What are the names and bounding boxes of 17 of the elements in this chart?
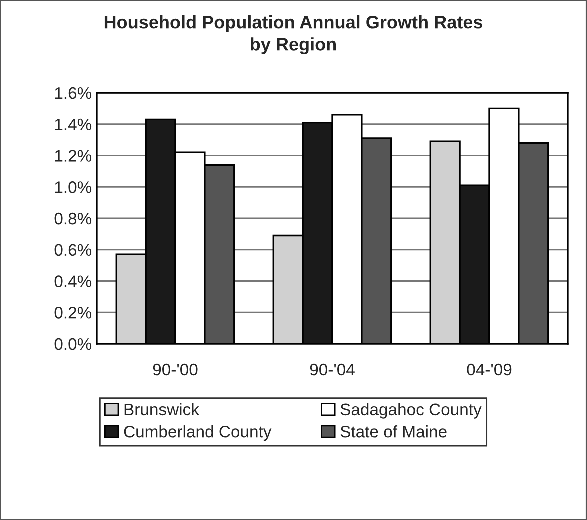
y-tick-label: 1.2% [55,150,92,162]
legend-label: Sadagahoc County [340,403,482,419]
y-tick-label: 0.4% [54,276,92,288]
y-tick-label: 0.2% [54,307,92,319]
chart-title: Household Population Annual Growth Rates by Region [104,16,483,54]
x-tick-label: 04-'09 [467,364,512,376]
legend-label: State of Maine [340,426,447,438]
y-tick-label: 0.6% [54,244,92,256]
y-tick-label: 1.0% [55,182,92,194]
y-tick-label: 0.0% [54,338,92,350]
y-tick-label: 1.4% [55,118,92,131]
legend-label: Cumberland County [124,426,272,442]
x-tick-label: 90-'00 [153,364,198,376]
legend-label: Brunswick [124,403,200,416]
y-tick-label: 1.6% [55,87,92,100]
x-tick-label: 90-'04 [310,364,355,376]
y-tick-label: 0.8% [54,212,92,225]
